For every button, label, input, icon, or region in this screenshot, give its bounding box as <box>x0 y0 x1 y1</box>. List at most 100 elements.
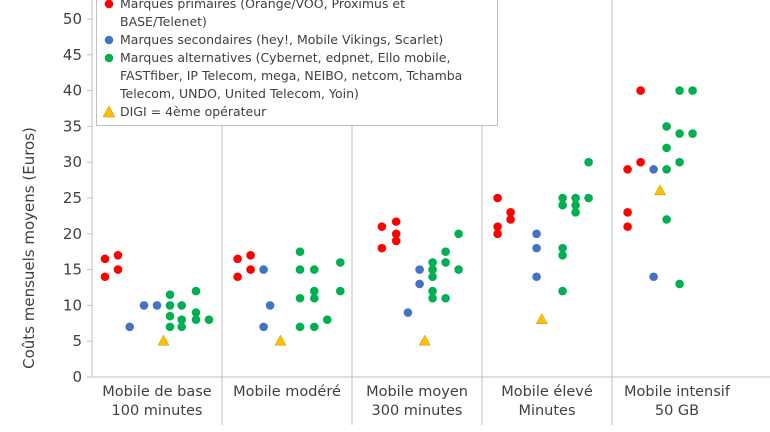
point <box>558 250 567 260</box>
x-tick-label: Mobile intensif 50 GB <box>624 384 730 419</box>
point <box>165 311 175 321</box>
y-tick-label: 5 <box>72 332 82 350</box>
point <box>428 265 437 274</box>
x-tick-label: Mobile moyen 300 minutes <box>366 384 468 419</box>
point <box>558 200 567 210</box>
legend-label: Marques alternatives (Cybernet, edpnet, … <box>120 50 463 101</box>
point <box>377 243 387 253</box>
point <box>152 301 162 310</box>
point <box>649 272 658 282</box>
point <box>418 334 431 346</box>
point <box>310 286 319 296</box>
point <box>295 265 305 274</box>
point <box>295 322 305 332</box>
point <box>584 157 593 167</box>
point <box>441 258 450 267</box>
legend-swatch <box>104 0 114 9</box>
y-tick-label: 35 <box>63 117 82 135</box>
y-tick-label: 50 <box>63 10 82 28</box>
point <box>675 86 684 95</box>
y-tick-label: 20 <box>63 225 82 243</box>
point <box>336 258 345 267</box>
point <box>571 193 580 203</box>
point <box>191 315 201 325</box>
point <box>428 258 437 267</box>
point <box>454 229 463 239</box>
point <box>265 301 275 310</box>
point <box>675 279 684 289</box>
point <box>259 322 268 332</box>
point <box>441 293 450 303</box>
y-axis-label: Coûts mensuels moyens (Euros) <box>20 127 38 369</box>
point <box>165 322 175 332</box>
point <box>493 229 502 239</box>
point <box>403 308 413 317</box>
legend-label: Marques primaires (Orange/VOO, Proximus … <box>120 0 406 29</box>
point <box>233 254 242 264</box>
point <box>623 208 632 217</box>
point <box>428 286 437 296</box>
point <box>100 272 110 282</box>
point <box>441 247 450 256</box>
point <box>636 157 645 167</box>
legend: Marques primaires (Orange/VOO, Proximus … <box>96 0 498 126</box>
point <box>662 215 671 224</box>
x-tick-label: Mobile modéré <box>233 384 341 400</box>
x-tick-label-box: Mobile modéré <box>233 384 341 400</box>
point <box>415 279 424 289</box>
y-tick-label: 45 <box>63 46 82 64</box>
point <box>391 229 401 239</box>
point <box>532 243 541 253</box>
legend-item: Marques primaires (Orange/VOO, Proximus … <box>103 0 491 31</box>
point <box>428 293 437 303</box>
point <box>584 193 593 203</box>
point <box>558 286 567 296</box>
point <box>295 293 305 303</box>
point <box>623 165 632 174</box>
point <box>571 208 580 217</box>
x-tick-label-box: Mobile de base 100 minutes <box>102 384 212 419</box>
legend-item: DIGI = 4ème opérateur <box>103 103 491 121</box>
point <box>415 265 424 274</box>
point <box>623 222 632 231</box>
x-tick-label-box: Mobile intensif 50 GB <box>624 384 730 419</box>
point <box>246 265 255 274</box>
point <box>246 250 255 260</box>
legend-swatch <box>104 53 114 63</box>
point <box>139 301 149 310</box>
legend-label: Marques secondaires (hey!, Mobile Viking… <box>120 32 444 47</box>
point <box>391 236 401 246</box>
legend-swatch <box>103 106 115 118</box>
point <box>675 157 684 167</box>
point <box>165 290 175 299</box>
point <box>506 215 515 224</box>
x-tick-label: Mobile de base 100 minutes <box>102 384 212 419</box>
point <box>191 308 201 317</box>
point <box>100 254 110 264</box>
legend-marker <box>104 0 114 9</box>
point <box>259 265 268 274</box>
point <box>233 272 242 282</box>
point <box>636 86 645 95</box>
point <box>571 200 580 210</box>
point <box>428 272 437 282</box>
y-tick-label: 40 <box>63 82 82 100</box>
x-tick-label: Mobile élevé Minutes <box>501 384 593 419</box>
point <box>454 265 463 274</box>
point <box>506 208 515 217</box>
point <box>688 129 697 138</box>
x-tick-label-box: Mobile moyen 300 minutes <box>366 384 468 419</box>
point <box>558 243 567 253</box>
legend-swatch <box>104 35 114 45</box>
point <box>295 247 305 256</box>
point <box>177 315 186 325</box>
y-tick-label: 0 <box>72 368 82 386</box>
point <box>310 322 319 332</box>
y-tick-label: 30 <box>63 153 82 171</box>
point <box>662 122 671 131</box>
point <box>391 217 401 226</box>
point <box>649 165 658 174</box>
legend-item: Marques secondaires (hey!, Mobile Viking… <box>103 31 491 49</box>
